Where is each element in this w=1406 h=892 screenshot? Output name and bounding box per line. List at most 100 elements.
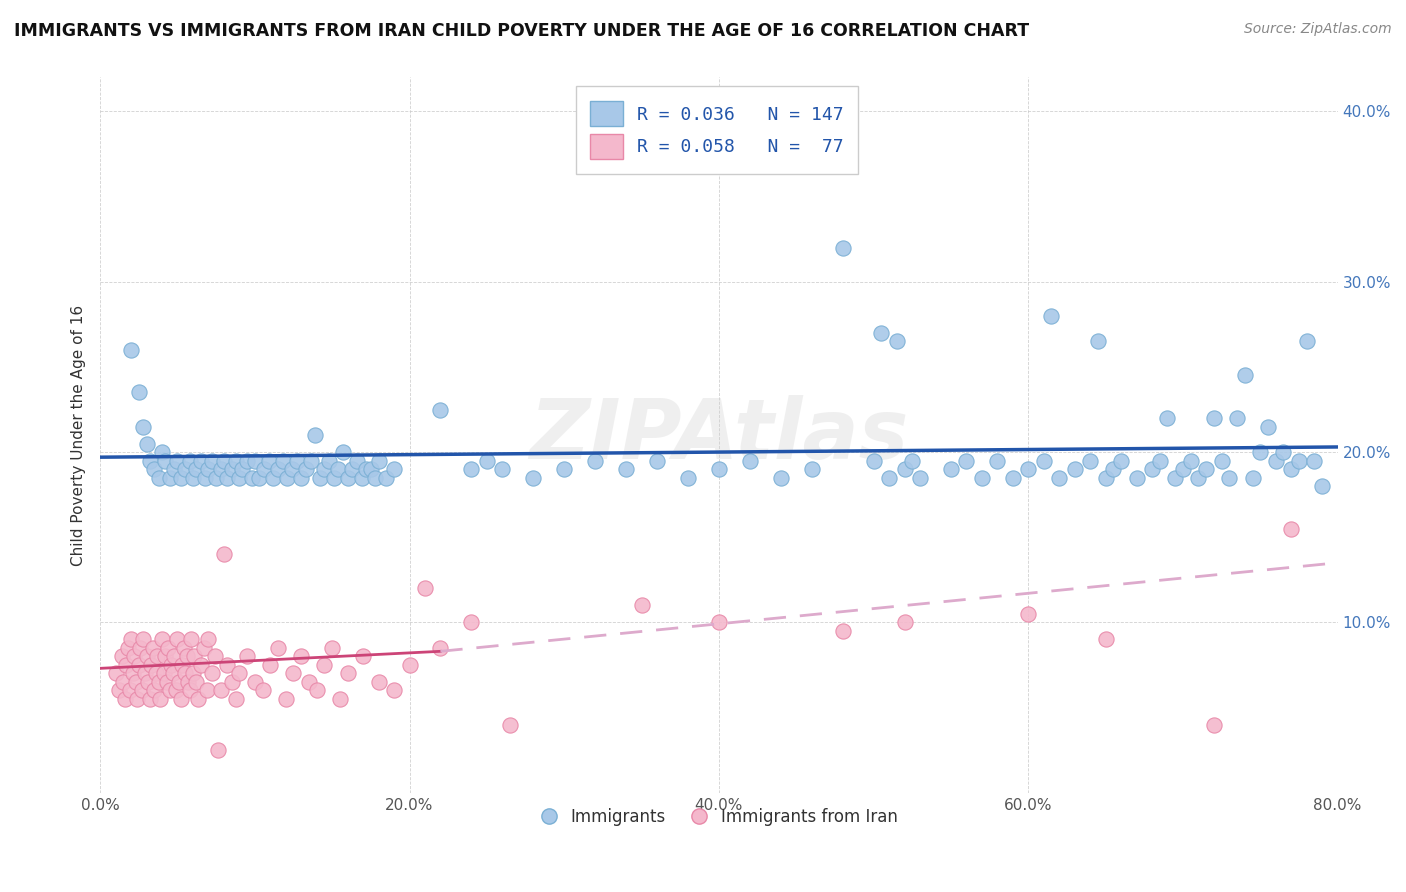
Point	[197, 632, 219, 647]
Point	[169, 470, 191, 484]
Point	[271, 453, 294, 467]
Point	[1109, 453, 1132, 467]
Y-axis label: Child Poverty Under the Age of 16: Child Poverty Under the Age of 16	[72, 304, 86, 566]
Point	[382, 462, 405, 476]
Point	[1195, 462, 1218, 476]
Point	[332, 445, 354, 459]
Point	[1017, 462, 1039, 476]
Point	[111, 649, 134, 664]
Point	[143, 683, 166, 698]
Point	[346, 453, 368, 467]
Point	[148, 470, 170, 484]
Point	[1303, 453, 1326, 467]
Point	[1087, 334, 1109, 349]
Point	[1001, 470, 1024, 484]
Point	[322, 470, 344, 484]
Point	[259, 657, 281, 672]
Point	[225, 692, 247, 706]
Point	[460, 462, 482, 476]
Point	[1264, 453, 1286, 467]
Point	[1078, 453, 1101, 467]
Point	[1102, 462, 1125, 476]
Point	[179, 683, 201, 698]
Point	[187, 692, 209, 706]
Point	[262, 470, 284, 484]
Point	[215, 657, 238, 672]
Point	[120, 343, 142, 357]
Point	[162, 666, 184, 681]
Point	[1233, 368, 1256, 383]
Point	[1156, 411, 1178, 425]
Point	[1249, 445, 1271, 459]
Point	[336, 470, 359, 484]
Point	[1211, 453, 1233, 467]
Point	[150, 445, 173, 459]
Point	[1063, 462, 1085, 476]
Point	[174, 462, 197, 476]
Point	[1295, 334, 1317, 349]
Point	[163, 649, 186, 664]
Point	[1288, 453, 1310, 467]
Point	[169, 692, 191, 706]
Point	[177, 675, 200, 690]
Point	[157, 640, 180, 655]
Point	[184, 462, 207, 476]
Point	[986, 453, 1008, 467]
Point	[153, 453, 176, 467]
Point	[104, 666, 127, 681]
Point	[225, 453, 247, 467]
Point	[475, 453, 498, 467]
Point	[375, 470, 398, 484]
Point	[236, 453, 259, 467]
Point	[166, 453, 188, 467]
Point	[209, 683, 232, 698]
Point	[645, 453, 668, 467]
Point	[1149, 453, 1171, 467]
Point	[955, 453, 977, 467]
Point	[115, 657, 138, 672]
Point	[128, 657, 150, 672]
Point	[283, 666, 305, 681]
Point	[228, 470, 250, 484]
Point	[630, 599, 652, 613]
Point	[127, 692, 149, 706]
Point	[1279, 462, 1302, 476]
Text: Source: ZipAtlas.com: Source: ZipAtlas.com	[1244, 22, 1392, 37]
Point	[304, 428, 326, 442]
Point	[267, 462, 290, 476]
Point	[1272, 445, 1295, 459]
Point	[107, 683, 129, 698]
Point	[1202, 411, 1225, 425]
Point	[135, 649, 157, 664]
Point	[221, 462, 243, 476]
Point	[129, 640, 152, 655]
Point	[136, 675, 159, 690]
Point	[1040, 309, 1063, 323]
Point	[193, 640, 215, 655]
Point	[236, 649, 259, 664]
Point	[166, 632, 188, 647]
Point	[138, 453, 160, 467]
Point	[231, 462, 253, 476]
Point	[1171, 462, 1194, 476]
Point	[367, 675, 389, 690]
Point	[195, 683, 218, 698]
Point	[180, 632, 202, 647]
Point	[413, 582, 436, 596]
Point	[252, 683, 274, 698]
Point	[318, 453, 340, 467]
Point	[165, 683, 187, 698]
Point	[1257, 419, 1279, 434]
Point	[336, 666, 359, 681]
Point	[1279, 522, 1302, 536]
Point	[204, 649, 226, 664]
Point	[901, 453, 924, 467]
Point	[329, 692, 352, 706]
Point	[267, 640, 290, 655]
Point	[314, 462, 336, 476]
Point	[1140, 462, 1163, 476]
Point	[429, 640, 451, 655]
Point	[118, 683, 141, 698]
Point	[893, 462, 915, 476]
Point	[143, 462, 166, 476]
